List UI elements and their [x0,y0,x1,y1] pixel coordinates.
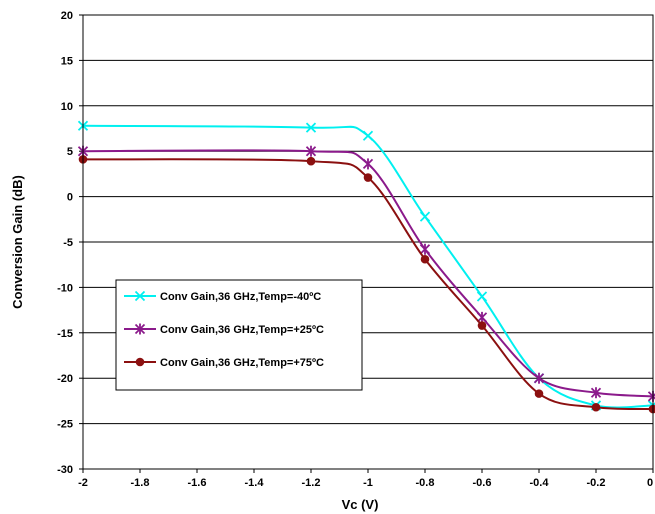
grid-lines [83,14,653,470]
legend-label: Conv Gain,36 GHz,Temp=-40ºC [160,291,321,303]
y-tick-label: 10 [61,101,73,113]
y-axis-ticks: 20 15 10 5 0 -5 -10 -15 -20 -25 -30 [57,10,83,476]
legend-label: Conv Gain,36 GHz,Temp=+25ºC [160,324,324,336]
data-point [306,156,316,166]
data-point [648,404,655,414]
y-tick-label: 0 [67,192,73,204]
legend-label: Conv Gain,36 GHz,Temp=+75ºC [160,357,324,369]
y-tick-label: -25 [57,419,73,431]
data-point [419,211,431,222]
data-point [362,130,374,141]
y-tick-label: -30 [57,464,73,476]
x-tick-label: -2 [78,477,88,489]
x-axis-label: Vc (V) [342,497,379,512]
legend-box [115,279,363,391]
data-point [420,254,430,264]
data-point [419,243,431,255]
x-tick-label: -1 [363,477,373,489]
series-layer [77,120,655,414]
plot-frame [82,14,654,470]
x-tick-label: -1.4 [245,477,265,489]
data-point [135,357,145,367]
data-point [477,321,487,330]
x-tick-label: -1.2 [302,477,321,489]
data-point [362,158,374,170]
series-3 [78,155,655,414]
legend-item: Conv Gain,36 GHz,Temp=+75ºC [124,357,324,369]
data-point [134,290,146,302]
legend: Conv Gain,36 GHz,Temp=-40ºC Conv Gain,36 … [115,279,363,391]
data-point [134,323,146,335]
x-axis-ticks: -2 -1.8 -1.6 -1.4 -1.2 -1 -0.8 -0.6 -0.4 -0.2 0 [78,469,654,489]
data-point [305,145,317,157]
x-tick-label: -0.6 [473,477,492,489]
x-tick-label: -1.8 [131,477,150,489]
x-tick-label: 0 [647,477,653,489]
x-tick-label: -0.8 [416,477,435,489]
x-tick-label: -1.6 [188,477,207,489]
x-tick-label: -0.2 [587,477,606,489]
data-point [591,402,601,412]
data-point [476,311,488,323]
y-axis-label: Conversion Gain (dB) [10,175,25,309]
legend-item: Conv Gain,36 GHz,Temp=+25ºC [124,323,324,336]
data-point [590,387,602,399]
data-point [533,372,545,384]
x-tick-label: -0.4 [530,477,550,489]
y-tick-label: 5 [67,146,73,158]
data-point [305,122,317,133]
y-tick-label: -5 [63,237,73,249]
data-point [363,173,373,182]
data-point [534,389,544,398]
y-tick-label: -10 [57,282,73,294]
y-tick-label: -15 [57,328,73,340]
y-tick-label: 15 [61,55,73,67]
legend-item: Conv Gain,36 GHz,Temp=-40ºC [124,290,321,303]
y-tick-label: -20 [57,373,73,385]
data-point [476,291,488,302]
y-tick-label: 20 [61,10,73,22]
